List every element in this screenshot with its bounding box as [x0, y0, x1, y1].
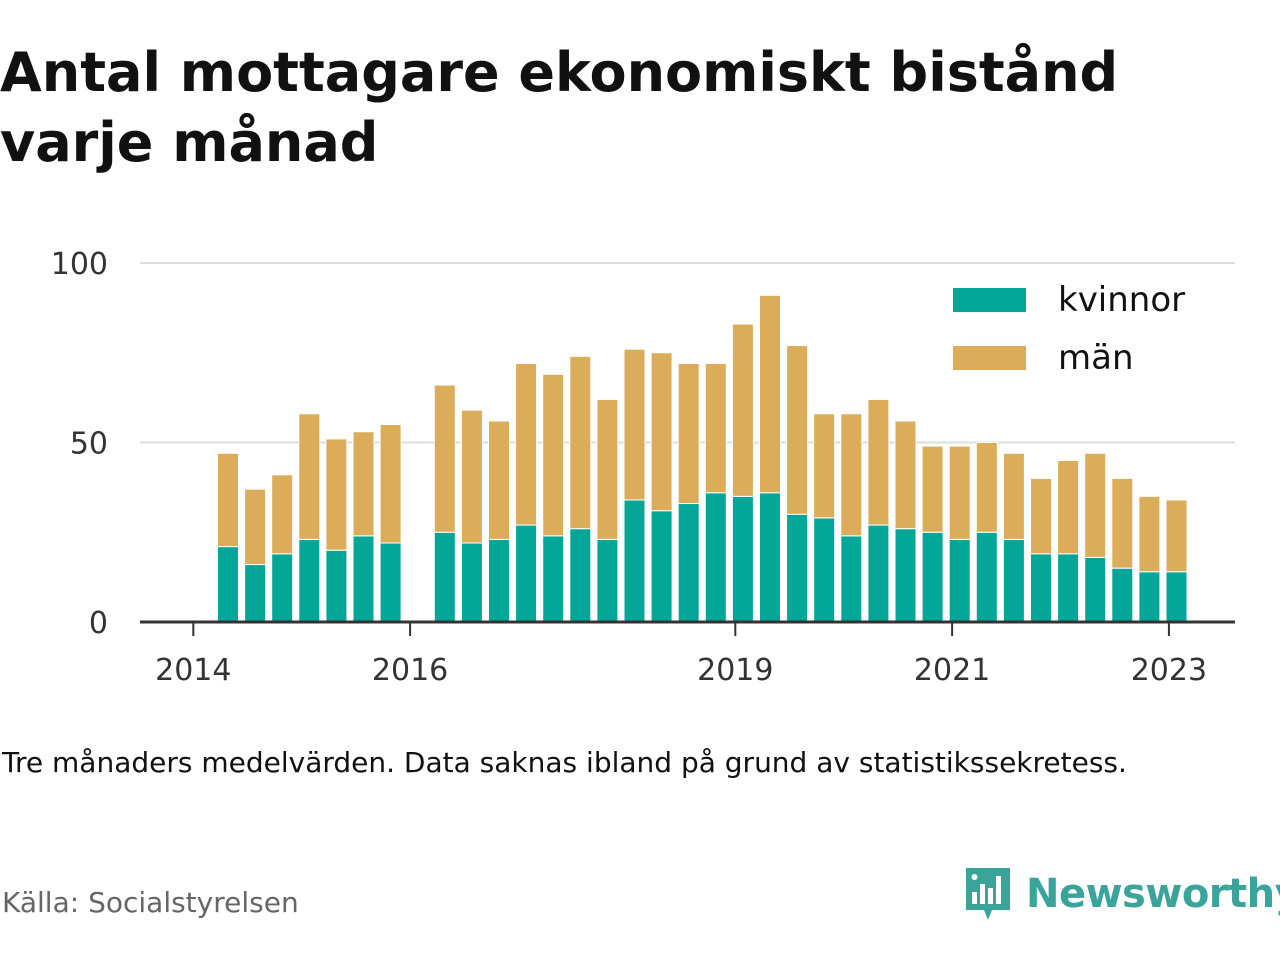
bar-kvinnor — [704, 492, 727, 623]
bar-kvinnor — [244, 564, 267, 623]
bar-män — [975, 442, 998, 533]
bar-kvinnor — [488, 538, 510, 623]
bar-kvinnor — [217, 546, 239, 623]
bar-kvinnor — [379, 542, 402, 623]
bar-kvinnor — [1030, 553, 1052, 623]
bar-kvinnor — [460, 542, 483, 623]
bar-kvinnor — [325, 549, 348, 623]
bar-kvinnor — [1165, 571, 1188, 623]
bar-kvinnor — [433, 531, 456, 623]
y-tick-label: 0 — [89, 606, 108, 641]
stacked-bar-chart: 0 50 100 2014 2016 2019 2021 2023 kvinnor män — [51, 247, 1235, 688]
bar-män — [921, 445, 944, 533]
bar-män — [948, 445, 971, 540]
bar-män — [1030, 477, 1052, 555]
bar-män — [433, 384, 456, 533]
legend-swatch-män — [953, 346, 1026, 370]
bar-kvinnor — [786, 513, 809, 623]
bar-män — [1084, 452, 1107, 558]
bar-män — [271, 474, 294, 555]
bar-män — [677, 363, 700, 505]
bar-kvinnor — [542, 535, 565, 623]
bar-män — [786, 345, 809, 515]
bar-män — [379, 424, 402, 544]
bar-män — [217, 452, 239, 548]
bar-kvinnor — [867, 524, 890, 623]
bar-män — [1138, 495, 1161, 573]
legend-label-kvinnor: kvinnor — [1058, 280, 1185, 320]
x-tick-label: 2016 — [372, 653, 448, 688]
bar-män — [1002, 452, 1025, 540]
bar-män — [298, 413, 321, 540]
bar-män — [244, 488, 267, 566]
bar-män — [542, 373, 565, 537]
bar-män — [623, 348, 646, 501]
bar-kvinnor — [840, 535, 863, 623]
bar-kvinnor — [1138, 571, 1161, 623]
bar-kvinnor — [596, 538, 619, 623]
bar-kvinnor — [894, 528, 917, 623]
bar-män — [352, 431, 375, 537]
bar-män — [731, 323, 754, 497]
x-tick-label: 2021 — [914, 653, 990, 688]
bar-män — [515, 363, 538, 526]
bar-kvinnor — [759, 492, 781, 623]
bar-män — [650, 352, 673, 512]
bar-kvinnor — [1057, 553, 1080, 623]
chart-note: Tre månaders medelvärden. Data saknas ib… — [2, 746, 1127, 779]
bar-kvinnor — [677, 503, 700, 623]
bar-kvinnor — [948, 538, 971, 623]
bar-män — [1165, 499, 1188, 573]
bar-kvinnor — [352, 535, 375, 623]
x-axis: 2014 2016 2019 2021 2023 — [140, 620, 1235, 688]
bar-män — [596, 398, 619, 540]
brand-name: Newsworthy — [1026, 871, 1280, 917]
bar-kvinnor — [569, 528, 592, 623]
bar-män — [488, 420, 510, 540]
legend: kvinnor män — [953, 280, 1185, 378]
bar-män — [867, 398, 890, 526]
bar-kvinnor — [975, 531, 998, 623]
bar-kvinnor — [515, 524, 538, 623]
bar-kvinnor — [1002, 538, 1025, 623]
bar-kvinnor — [271, 553, 294, 623]
bar-kvinnor — [921, 531, 944, 623]
brand-logo[interactable]: Newsworthy — [962, 864, 1280, 924]
bar-män — [460, 409, 483, 544]
bar-män — [759, 294, 781, 494]
bar-män — [325, 438, 348, 551]
chart-title: Antal mottagare ekonomiskt bistånd varje… — [0, 41, 1119, 174]
x-tick-label: 2014 — [155, 653, 231, 688]
y-tick-label: 100 — [51, 247, 108, 282]
bar-män — [813, 413, 836, 519]
bar-kvinnor — [623, 499, 646, 623]
bar-kvinnor — [731, 495, 754, 623]
bar-kvinnor — [1084, 556, 1107, 623]
bar-män — [894, 420, 917, 530]
bar-män — [840, 413, 863, 537]
bar-män — [1111, 477, 1134, 569]
x-tick-label: 2019 — [697, 653, 773, 688]
bar-män — [704, 363, 727, 494]
bar-män — [1057, 459, 1080, 555]
bar-män — [569, 355, 592, 530]
bar-kvinnor — [298, 538, 321, 623]
bar-kvinnor — [1111, 567, 1134, 623]
y-axis-ticks: 0 50 100 — [51, 247, 108, 641]
y-tick-label: 50 — [70, 427, 108, 462]
bar-kvinnor — [813, 517, 836, 623]
x-tick-label: 2023 — [1131, 653, 1207, 688]
legend-swatch-kvinnor — [953, 288, 1026, 312]
bar-kvinnor — [650, 510, 673, 623]
legend-label-män: män — [1058, 338, 1134, 378]
source-text: Källa: Socialstyrelsen — [2, 886, 299, 919]
newsworthy-logo-icon — [966, 868, 1010, 920]
bars — [217, 294, 1188, 623]
